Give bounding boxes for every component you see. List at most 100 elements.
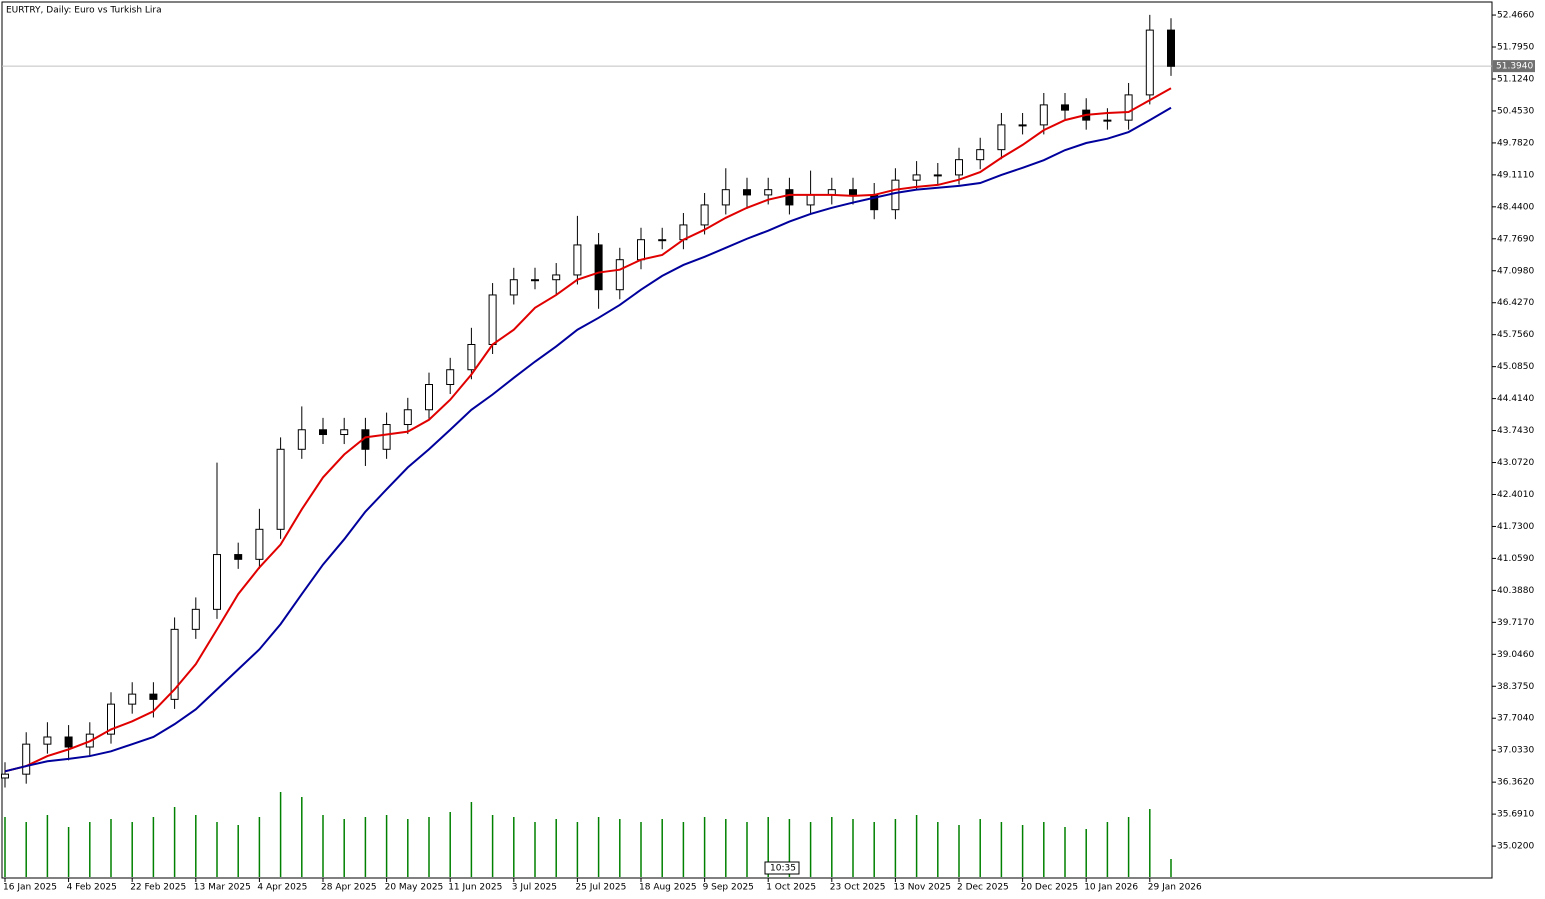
candle-body bbox=[64, 736, 73, 748]
candle-body bbox=[319, 429, 327, 436]
x-tick-label: 3 Jul 2025 bbox=[512, 883, 557, 893]
candle-body bbox=[382, 424, 391, 450]
candle-body bbox=[255, 528, 264, 560]
candle-body bbox=[955, 159, 963, 176]
candle-body bbox=[297, 429, 306, 450]
y-tick-label: 49.7820 bbox=[1497, 138, 1534, 148]
y-tick-label: 51.1240 bbox=[1497, 74, 1534, 84]
candle-body bbox=[658, 239, 667, 242]
x-tick-label: 20 May 2025 bbox=[385, 883, 444, 893]
x-tick-label: 16 Jan 2025 bbox=[3, 883, 57, 893]
y-tick-label: 47.7690 bbox=[1497, 234, 1534, 244]
time-label: 10:35 bbox=[770, 864, 796, 874]
candle-body bbox=[743, 189, 751, 196]
y-tick-label: 43.0720 bbox=[1497, 458, 1534, 468]
candle-body bbox=[276, 448, 285, 530]
x-tick-label: 1 Oct 2025 bbox=[766, 883, 816, 893]
y-tick-label: 41.0590 bbox=[1497, 554, 1534, 564]
y-tick-label: 44.4140 bbox=[1497, 394, 1534, 404]
candle-body bbox=[1, 773, 9, 779]
y-tick-label: 40.3880 bbox=[1497, 586, 1534, 596]
y-tick-label: 37.7040 bbox=[1497, 714, 1534, 724]
candle-body bbox=[234, 554, 243, 560]
y-tick-label: 51.7950 bbox=[1497, 43, 1534, 53]
candle-body bbox=[891, 179, 900, 211]
y-tick-label: 35.0200 bbox=[1497, 842, 1534, 852]
candle-body bbox=[128, 693, 137, 705]
y-tick-label: 42.4010 bbox=[1497, 490, 1534, 500]
candle-body bbox=[764, 189, 773, 196]
x-tick-label: 10 Jan 2026 bbox=[1084, 883, 1138, 893]
candle-body bbox=[552, 274, 561, 281]
y-tick-label: 37.0330 bbox=[1497, 746, 1534, 756]
chart-title: EURTRY, Daily: Euro vs Turkish Lira bbox=[6, 6, 162, 16]
y-tick-label: 41.7300 bbox=[1497, 522, 1534, 532]
candle-body bbox=[976, 149, 985, 161]
candle-body bbox=[488, 294, 497, 345]
y-tick-label: 46.4270 bbox=[1497, 298, 1534, 308]
y-tick-label: 43.7430 bbox=[1497, 426, 1534, 436]
candle-body bbox=[1167, 29, 1175, 67]
y-tick-label: 39.7170 bbox=[1497, 618, 1534, 628]
x-tick-label: 4 Apr 2025 bbox=[257, 883, 307, 893]
candle-body bbox=[849, 189, 857, 196]
candle-body bbox=[340, 429, 349, 436]
candle-body bbox=[531, 279, 539, 282]
candle-body bbox=[446, 369, 455, 386]
candle-body bbox=[403, 409, 412, 426]
candle-body bbox=[1061, 104, 1069, 111]
candle-body bbox=[997, 124, 1006, 151]
candle-body bbox=[22, 743, 31, 775]
candle-body bbox=[1039, 104, 1048, 126]
candle-body bbox=[1124, 94, 1133, 121]
candle-body bbox=[785, 189, 794, 206]
y-tick-label: 35.6910 bbox=[1497, 810, 1534, 820]
candle-body bbox=[149, 693, 158, 700]
y-tick-label: 50.4530 bbox=[1497, 106, 1534, 116]
moving-average bbox=[4, 106, 1172, 773]
x-tick-label: 20 Dec 2025 bbox=[1021, 883, 1079, 893]
candle-body bbox=[191, 608, 200, 630]
candle-body bbox=[912, 174, 921, 181]
y-tick-label: 48.4400 bbox=[1497, 202, 1534, 212]
x-tick-label: 4 Feb 2025 bbox=[67, 883, 117, 893]
candle-body bbox=[615, 259, 624, 291]
y-tick-label: 47.0980 bbox=[1497, 266, 1534, 276]
y-tick-label: 39.0460 bbox=[1497, 650, 1534, 660]
candle-body bbox=[467, 343, 476, 371]
current-price-label: 51.3940 bbox=[1496, 62, 1533, 72]
x-tick-label: 29 Jan 2026 bbox=[1148, 883, 1202, 893]
candle-body bbox=[806, 194, 815, 206]
x-tick-label: 2 Dec 2025 bbox=[957, 883, 1009, 893]
y-tick-label: 36.3620 bbox=[1497, 778, 1534, 788]
x-tick-label: 22 Feb 2025 bbox=[130, 883, 186, 893]
candle-body bbox=[700, 204, 709, 226]
candle-body bbox=[425, 384, 433, 411]
candle-body bbox=[933, 174, 942, 177]
moving-average bbox=[4, 87, 1172, 773]
y-tick-label: 45.7560 bbox=[1497, 330, 1534, 340]
candle-body bbox=[594, 244, 603, 291]
x-tick-label: 18 Aug 2025 bbox=[639, 883, 697, 893]
x-tick-label: 13 Nov 2025 bbox=[893, 883, 951, 893]
x-tick-label: 23 Oct 2025 bbox=[830, 883, 886, 893]
y-tick-label: 49.1110 bbox=[1497, 170, 1534, 180]
time-box bbox=[764, 861, 800, 875]
x-tick-label: 28 Apr 2025 bbox=[321, 883, 377, 893]
candle-body bbox=[1145, 29, 1154, 96]
candle-body bbox=[1018, 124, 1027, 127]
candle-body bbox=[107, 703, 115, 735]
current-price-box bbox=[1493, 60, 1535, 73]
candle-body bbox=[213, 554, 221, 610]
y-tick-label: 45.0850 bbox=[1497, 362, 1534, 372]
x-tick-label: 9 Sep 2025 bbox=[703, 883, 754, 893]
candle-body bbox=[1103, 119, 1112, 122]
candle-body bbox=[721, 189, 730, 206]
candle-body bbox=[573, 244, 582, 276]
x-tick-label: 11 Jun 2025 bbox=[448, 883, 502, 893]
y-tick-label: 52.4660 bbox=[1497, 11, 1534, 21]
y-tick-label: 38.3750 bbox=[1497, 682, 1534, 692]
plot-frame bbox=[1, 1, 1493, 879]
candle-body bbox=[170, 628, 179, 700]
